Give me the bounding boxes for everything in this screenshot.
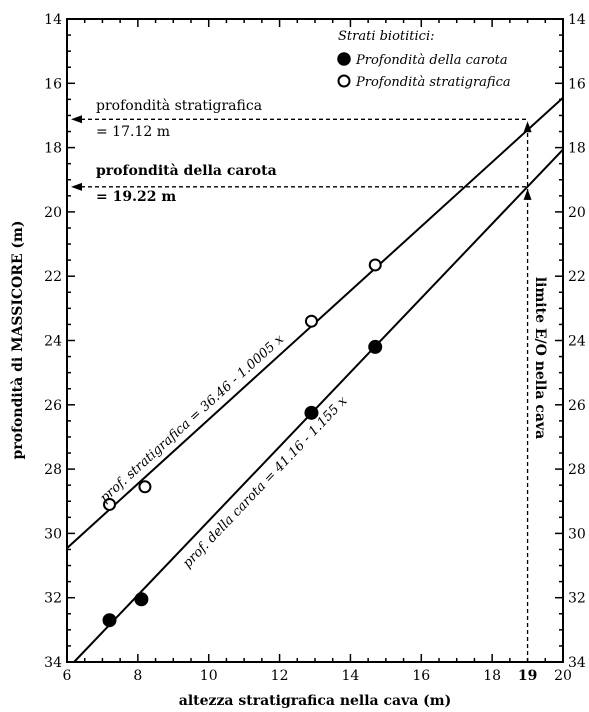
x-tick-label: 20 xyxy=(554,668,572,684)
fit-equation-core: prof. della carota = 41.16 - 1.155 x xyxy=(180,393,351,571)
x-tick-label: 6 xyxy=(63,668,72,684)
point-stratigraphic-depth xyxy=(138,480,152,494)
y-tick-label-left: 32 xyxy=(44,591,62,607)
legend-marker-strat xyxy=(337,74,351,88)
y-tick-label-right: 16 xyxy=(568,76,586,92)
legend-marker-core xyxy=(337,52,351,66)
y-tick-label-right: 24 xyxy=(568,334,586,350)
y-tick-label-left: 30 xyxy=(44,526,62,542)
y-tick-label-right: 20 xyxy=(568,205,586,221)
arrowhead-up-stratigraphic xyxy=(523,121,532,133)
y-tick-label-left: 18 xyxy=(44,141,62,157)
point-stratigraphic-depth xyxy=(103,497,117,511)
point-stratigraphic-depth xyxy=(304,314,318,328)
y-tick-label-right: 14 xyxy=(568,12,586,28)
y-tick-label-left: 34 xyxy=(44,655,62,671)
y-axis-label: profondità di MASSICORE (m) xyxy=(10,221,26,460)
y-tick-label-right: 28 xyxy=(568,462,586,478)
legend: Strati biotitici: Profondità della carot… xyxy=(337,29,511,90)
x-tick-label: 19 xyxy=(518,668,537,684)
plot-frame xyxy=(66,18,564,663)
x-tick-labels: 6 8 10 12 14 16 18 19 20 xyxy=(63,668,572,684)
y-tick-label-left: 24 xyxy=(44,334,62,350)
arrowhead-left-stratigraphic xyxy=(71,115,82,124)
y-tick-label-left: 20 xyxy=(44,205,62,221)
y-tick-labels-right: 14 16 18 20 22 24 26 28 30 32 34 xyxy=(568,12,586,671)
core-depth-value: = 19.22 m xyxy=(96,189,176,205)
y-tick-label-right: 18 xyxy=(568,141,586,157)
stratigraphic-depth-value: = 17.12 m xyxy=(96,124,170,140)
point-core-depth xyxy=(102,613,117,628)
y-tick-label-left: 22 xyxy=(44,269,62,285)
x-tick-label: 8 xyxy=(133,668,142,684)
legend-title: Strati biotitici: xyxy=(338,29,435,44)
stratigraphic-depth-label: profondità stratigrafica xyxy=(96,97,262,114)
arrowhead-left-core xyxy=(71,182,82,191)
y-tick-label-right: 34 xyxy=(568,655,586,671)
x-axis-label: altezza stratigrafica nella cava (m) xyxy=(179,693,451,709)
y-tick-label-right: 22 xyxy=(568,269,586,285)
x-tick-label: 14 xyxy=(342,668,360,684)
y-tick-label-right: 26 xyxy=(568,398,586,414)
data-points xyxy=(102,258,383,628)
x-tick-label: 12 xyxy=(271,668,289,684)
y-tick-label-right: 30 xyxy=(568,526,586,542)
fit-line-core xyxy=(73,148,564,663)
axis-ticks xyxy=(66,18,564,663)
point-stratigraphic-depth xyxy=(368,258,382,272)
y-tick-label-left: 14 xyxy=(44,12,62,28)
y-tick-label-right: 32 xyxy=(568,591,586,607)
point-core-depth xyxy=(368,339,383,354)
legend-entry-core: Profondità della carota xyxy=(355,53,508,68)
core-depth-label: profondità della carota xyxy=(96,163,277,179)
point-core-depth xyxy=(134,592,149,607)
boundary-label: limite E/O nella cava xyxy=(532,277,548,439)
y-tick-label-left: 26 xyxy=(44,398,62,414)
point-core-depth xyxy=(304,405,319,420)
y-tick-label-left: 16 xyxy=(44,76,62,92)
y-tick-label-left: 28 xyxy=(44,462,62,478)
x-tick-label: 16 xyxy=(412,668,430,684)
arrowhead-up-core xyxy=(523,188,532,200)
x-tick-label: 10 xyxy=(200,668,218,684)
x-tick-label: 18 xyxy=(483,668,501,684)
y-tick-labels-left: 14 16 18 20 22 24 26 28 30 32 34 xyxy=(44,12,62,671)
legend-entry-strat: Profondità stratigrafica xyxy=(355,75,511,90)
